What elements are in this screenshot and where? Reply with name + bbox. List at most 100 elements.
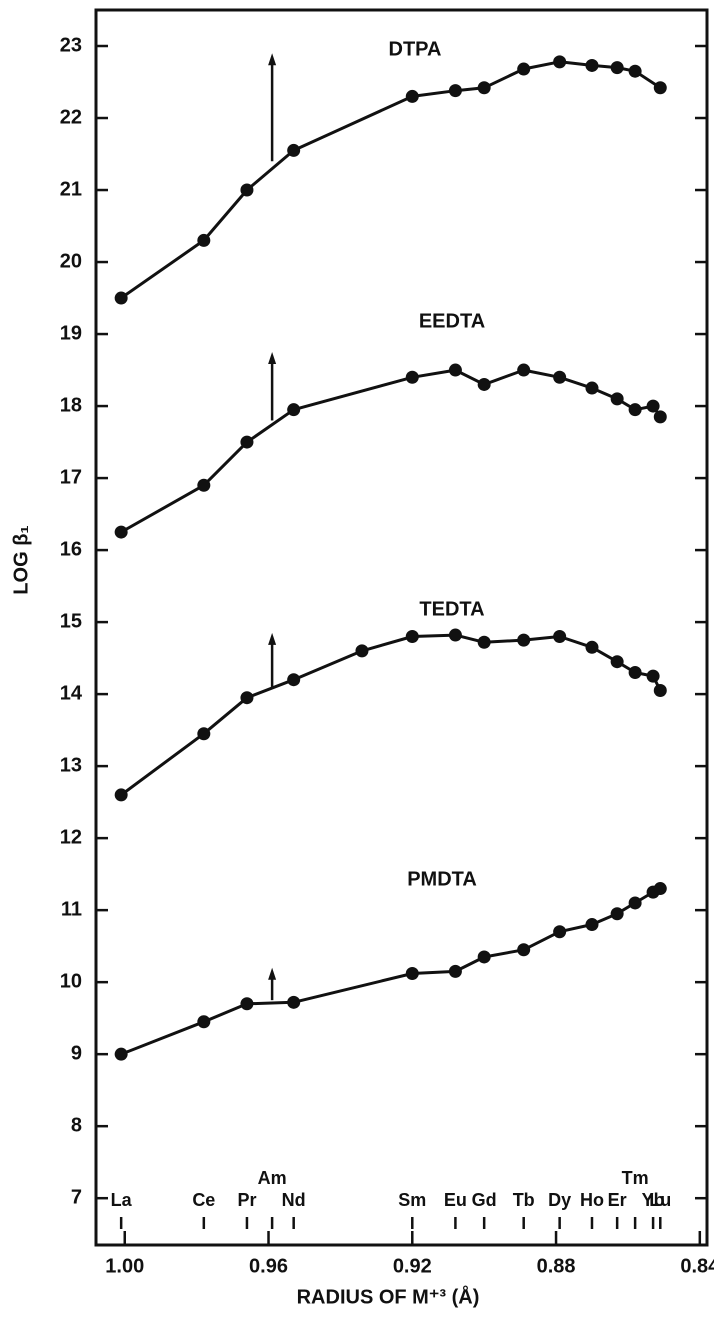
data-point: [628, 403, 642, 417]
data-point: [585, 58, 599, 72]
x-tick-label: 1.00: [105, 1255, 144, 1277]
data-point: [448, 628, 462, 642]
y-tick-label: 16: [60, 538, 82, 560]
data-point: [197, 478, 211, 492]
y-tick-label: 7: [71, 1186, 82, 1208]
element-label: Pr: [237, 1190, 256, 1210]
element-label: Dy: [548, 1190, 571, 1210]
y-tick-label: 10: [60, 970, 82, 992]
data-point: [355, 644, 369, 658]
data-point: [653, 410, 667, 424]
y-tick-label: 21: [60, 178, 82, 200]
data-point: [553, 925, 567, 939]
data-point: [197, 233, 211, 247]
y-tick-label: 23: [60, 34, 82, 56]
data-point: [553, 370, 567, 384]
data-point: [477, 950, 491, 964]
data-point: [585, 381, 599, 395]
y-tick-label: 20: [60, 250, 82, 272]
data-point: [405, 630, 419, 644]
element-label: Eu: [444, 1190, 467, 1210]
data-point: [114, 525, 128, 539]
data-point: [517, 633, 531, 647]
data-point: [405, 967, 419, 981]
am-arrow-head: [268, 53, 277, 66]
data-point: [240, 997, 254, 1011]
x-tick-label: 0.88: [537, 1255, 576, 1277]
data-point: [448, 964, 462, 978]
series-line: [120, 633, 662, 797]
am-arrow-head: [268, 632, 277, 645]
element-label: Lu: [649, 1190, 671, 1210]
data-point: [585, 918, 599, 932]
data-point: [585, 640, 599, 654]
y-tick-label: 11: [61, 898, 82, 920]
y-axis-label: LOG β₁: [10, 525, 32, 594]
data-point: [197, 1015, 211, 1029]
data-point: [240, 691, 254, 705]
element-label: Yb: [642, 1190, 665, 1210]
element-label: Nd: [282, 1190, 306, 1210]
element-label: Er: [608, 1190, 627, 1210]
x-tick-label: 0.92: [393, 1255, 432, 1277]
series-label: DTPA: [389, 38, 442, 60]
data-point: [553, 55, 567, 69]
data-point: [653, 81, 667, 95]
data-point: [517, 62, 531, 76]
y-tick-label: 9: [71, 1042, 82, 1064]
data-point: [448, 363, 462, 377]
x-tick-label: 0.84: [680, 1255, 714, 1277]
series-label: PMDTA: [407, 868, 477, 890]
y-tick-label: 15: [60, 610, 82, 632]
series-line: [120, 60, 662, 300]
data-point: [517, 943, 531, 957]
data-point: [448, 84, 462, 98]
element-label: Tm: [622, 1168, 649, 1188]
element-label: Am: [258, 1168, 287, 1188]
x-tick-label: 0.96: [249, 1255, 288, 1277]
data-point: [287, 995, 301, 1009]
y-tick-label: 12: [60, 826, 82, 848]
data-point: [197, 727, 211, 741]
data-point: [610, 655, 624, 669]
data-point: [553, 630, 567, 644]
data-point: [477, 377, 491, 391]
data-point: [405, 89, 419, 103]
data-point: [517, 363, 531, 377]
data-point: [610, 907, 624, 921]
x-axis-label: RADIUS OF M⁺³ (Å): [297, 1284, 480, 1308]
data-point: [287, 673, 301, 687]
data-point: [646, 669, 660, 683]
data-point: [477, 635, 491, 649]
y-tick-label: 18: [60, 394, 82, 416]
data-point: [610, 61, 624, 75]
y-tick-label: 13: [60, 754, 82, 776]
element-label: Ce: [192, 1190, 215, 1210]
am-arrow-head: [268, 352, 277, 365]
element-label: Sm: [398, 1190, 426, 1210]
series-line: [120, 368, 662, 534]
y-tick-label: 22: [60, 106, 82, 128]
data-point: [287, 403, 301, 417]
data-point: [240, 183, 254, 197]
data-point: [646, 399, 660, 413]
data-point: [610, 392, 624, 406]
data-point: [653, 684, 667, 698]
data-point: [405, 370, 419, 384]
series-label: EEDTA: [419, 310, 485, 332]
data-point: [240, 435, 254, 449]
data-point: [114, 1047, 128, 1061]
data-point: [477, 81, 491, 95]
data-point: [287, 143, 301, 157]
series-label: TEDTA: [419, 598, 484, 620]
data-point: [628, 64, 642, 78]
data-point: [114, 788, 128, 802]
y-tick-label: 17: [60, 466, 82, 488]
data-point: [628, 666, 642, 680]
data-point: [114, 291, 128, 305]
element-label: Ho: [580, 1190, 604, 1210]
data-point: [628, 896, 642, 910]
plot-frame: [94, 8, 709, 1247]
y-tick-label: 8: [71, 1114, 82, 1136]
